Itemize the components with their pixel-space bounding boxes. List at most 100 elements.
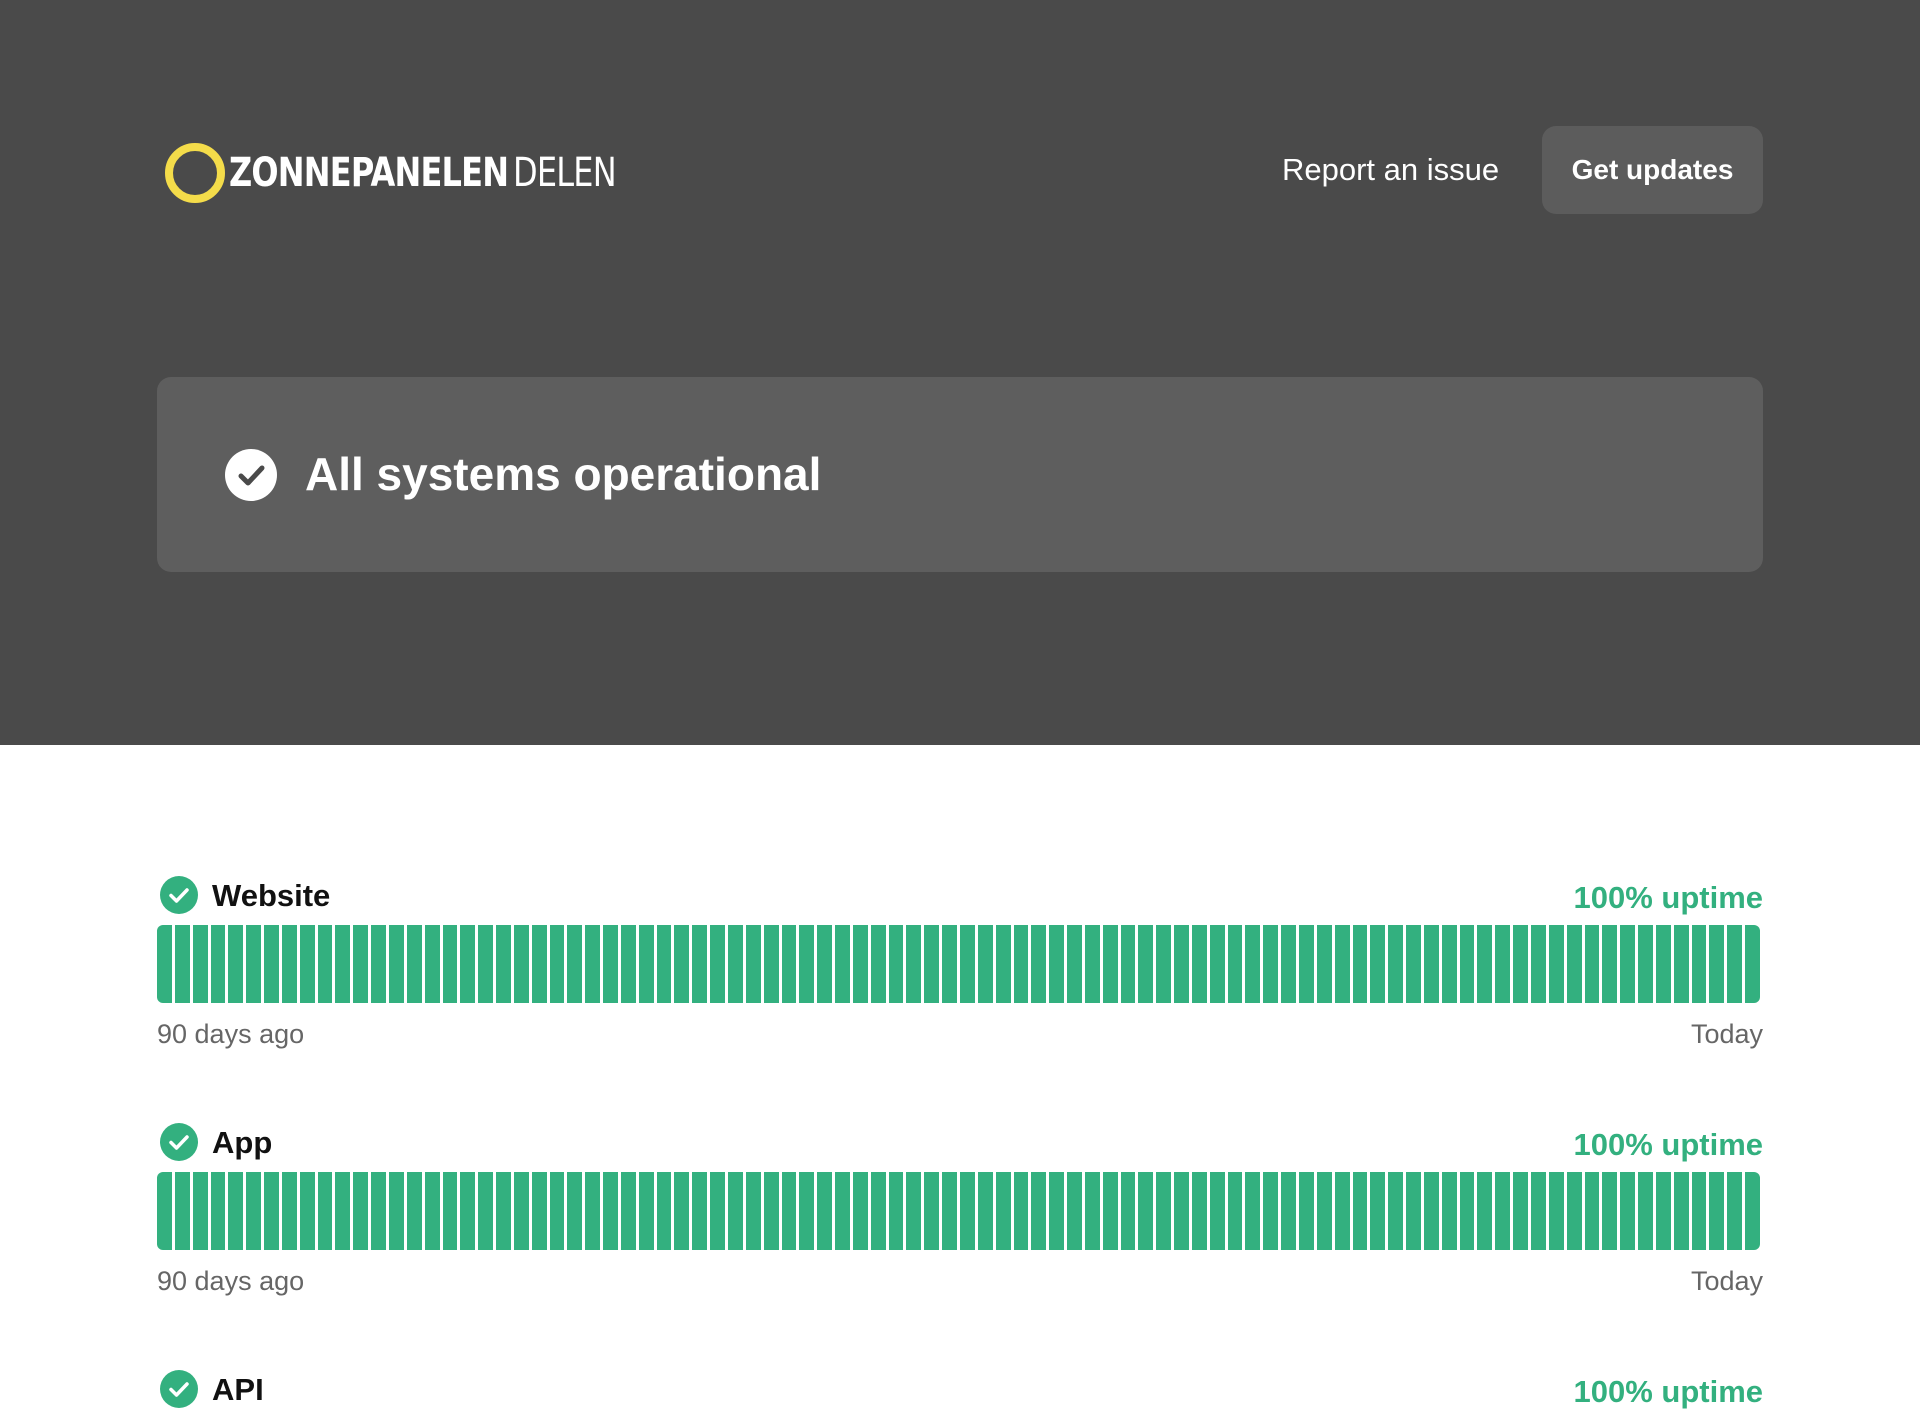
uptime-day-bar[interactable] — [745, 925, 761, 1003]
uptime-day-bar[interactable] — [1709, 925, 1725, 1003]
uptime-day-bar[interactable] — [1620, 925, 1636, 1003]
uptime-day-bar[interactable] — [531, 1172, 547, 1250]
uptime-day-bar[interactable] — [1602, 1172, 1618, 1250]
uptime-day-bar[interactable] — [1441, 925, 1457, 1003]
uptime-day-bar[interactable] — [1530, 1172, 1546, 1250]
uptime-day-bar[interactable] — [1084, 1172, 1100, 1250]
uptime-day-bar[interactable] — [210, 1172, 226, 1250]
uptime-day-bar[interactable] — [1209, 1172, 1225, 1250]
uptime-day-bar[interactable] — [603, 1172, 618, 1250]
uptime-day-bar[interactable] — [888, 1172, 904, 1250]
uptime-day-bar[interactable] — [959, 1172, 975, 1250]
uptime-day-bar[interactable] — [817, 1172, 833, 1250]
get-updates-button[interactable]: Get updates — [1542, 126, 1763, 214]
uptime-day-bar[interactable] — [1388, 925, 1404, 1003]
uptime-day-bar[interactable] — [1191, 1172, 1207, 1250]
uptime-day-bar[interactable] — [228, 1172, 244, 1250]
uptime-day-bar[interactable] — [870, 1172, 886, 1250]
uptime-day-bar[interactable] — [799, 1172, 815, 1250]
uptime-day-bar[interactable] — [1174, 1172, 1189, 1250]
uptime-day-bar[interactable] — [174, 925, 190, 1003]
logo[interactable]: ZONNEPANELEN DELEN — [165, 143, 713, 203]
uptime-day-bar[interactable] — [710, 1172, 725, 1250]
uptime-day-bar[interactable] — [870, 925, 886, 1003]
uptime-day-bar[interactable] — [1548, 1172, 1564, 1250]
uptime-day-bar[interactable] — [264, 1172, 279, 1250]
uptime-day-bar[interactable] — [478, 925, 494, 1003]
uptime-day-bar[interactable] — [745, 1172, 761, 1250]
uptime-day-bar[interactable] — [246, 925, 262, 1003]
uptime-day-bar[interactable] — [1067, 925, 1082, 1003]
uptime-day-bar[interactable] — [977, 1172, 993, 1250]
uptime-day-bar[interactable] — [763, 925, 779, 1003]
uptime-day-bar[interactable] — [1227, 1172, 1243, 1250]
uptime-day-bar[interactable] — [995, 925, 1011, 1003]
uptime-day-bar[interactable] — [406, 1172, 422, 1250]
uptime-day-bar[interactable] — [371, 1172, 386, 1250]
uptime-day-bar[interactable] — [1138, 1172, 1154, 1250]
uptime-day-bar[interactable] — [460, 925, 476, 1003]
uptime-day-bar[interactable] — [1352, 925, 1368, 1003]
uptime-day-bar[interactable] — [1655, 925, 1671, 1003]
uptime-day-bar[interactable] — [406, 925, 422, 1003]
uptime-day-bar[interactable] — [335, 925, 351, 1003]
uptime-day-bar[interactable] — [781, 1172, 797, 1250]
uptime-day-bar[interactable] — [1013, 1172, 1029, 1250]
uptime-day-bar[interactable] — [1727, 925, 1743, 1003]
uptime-day-bar[interactable] — [192, 1172, 208, 1250]
uptime-day-bar[interactable] — [1209, 925, 1225, 1003]
uptime-day-bar[interactable] — [299, 925, 315, 1003]
uptime-day-bar[interactable] — [1530, 925, 1546, 1003]
uptime-day-bar[interactable] — [246, 1172, 262, 1250]
uptime-day-bar[interactable] — [710, 925, 725, 1003]
uptime-day-bar[interactable] — [1084, 925, 1100, 1003]
uptime-day-bar[interactable] — [1495, 925, 1511, 1003]
uptime-day-bar[interactable] — [763, 1172, 779, 1250]
uptime-day-bar[interactable] — [942, 925, 957, 1003]
uptime-day-bar[interactable] — [1745, 1172, 1760, 1250]
uptime-day-bar[interactable] — [799, 925, 815, 1003]
uptime-day-bar[interactable] — [1709, 1172, 1725, 1250]
uptime-day-bar[interactable] — [692, 925, 708, 1003]
uptime-day-bar[interactable] — [924, 925, 940, 1003]
uptime-day-bar[interactable] — [442, 925, 458, 1003]
uptime-day-bar[interactable] — [656, 925, 672, 1003]
uptime-day-bar[interactable] — [585, 1172, 601, 1250]
uptime-day-bar[interactable] — [1655, 1172, 1671, 1250]
uptime-day-bar[interactable] — [674, 1172, 690, 1250]
uptime-day-bar[interactable] — [906, 925, 922, 1003]
uptime-day-bar[interactable] — [781, 925, 797, 1003]
uptime-day-bar[interactable] — [1316, 1172, 1332, 1250]
uptime-day-bar[interactable] — [1299, 1172, 1314, 1250]
uptime-day-bar[interactable] — [1584, 1172, 1600, 1250]
uptime-day-bar[interactable] — [549, 925, 565, 1003]
uptime-day-bar[interactable] — [1263, 1172, 1279, 1250]
uptime-day-bar[interactable] — [1370, 925, 1386, 1003]
uptime-day-bar[interactable] — [317, 1172, 333, 1250]
uptime-day-bar[interactable] — [192, 925, 208, 1003]
uptime-day-bar[interactable] — [1477, 925, 1493, 1003]
report-issue-link[interactable]: Report an issue — [1282, 152, 1500, 187]
uptime-day-bar[interactable] — [157, 1172, 172, 1250]
uptime-day-bar[interactable] — [1263, 925, 1279, 1003]
uptime-day-bar[interactable] — [1102, 1172, 1118, 1250]
uptime-day-bar[interactable] — [531, 925, 547, 1003]
uptime-day-bar[interactable] — [1299, 925, 1314, 1003]
uptime-day-bar[interactable] — [1334, 1172, 1350, 1250]
uptime-day-bar[interactable] — [1227, 925, 1243, 1003]
uptime-day-bar[interactable] — [228, 925, 244, 1003]
uptime-day-bar[interactable] — [1566, 1172, 1582, 1250]
uptime-day-bar[interactable] — [924, 1172, 940, 1250]
uptime-day-bar[interactable] — [638, 1172, 654, 1250]
uptime-day-bar[interactable] — [1673, 1172, 1689, 1250]
uptime-day-bar[interactable] — [1566, 925, 1582, 1003]
uptime-day-bar[interactable] — [1245, 1172, 1261, 1250]
uptime-day-bar[interactable] — [478, 1172, 494, 1250]
uptime-day-bar[interactable] — [1495, 1172, 1511, 1250]
uptime-day-bar[interactable] — [906, 1172, 922, 1250]
uptime-day-bar[interactable] — [585, 925, 601, 1003]
uptime-day-bar[interactable] — [1245, 925, 1261, 1003]
uptime-day-bar[interactable] — [567, 1172, 583, 1250]
uptime-day-bar[interactable] — [567, 925, 583, 1003]
uptime-day-bar[interactable] — [424, 1172, 440, 1250]
